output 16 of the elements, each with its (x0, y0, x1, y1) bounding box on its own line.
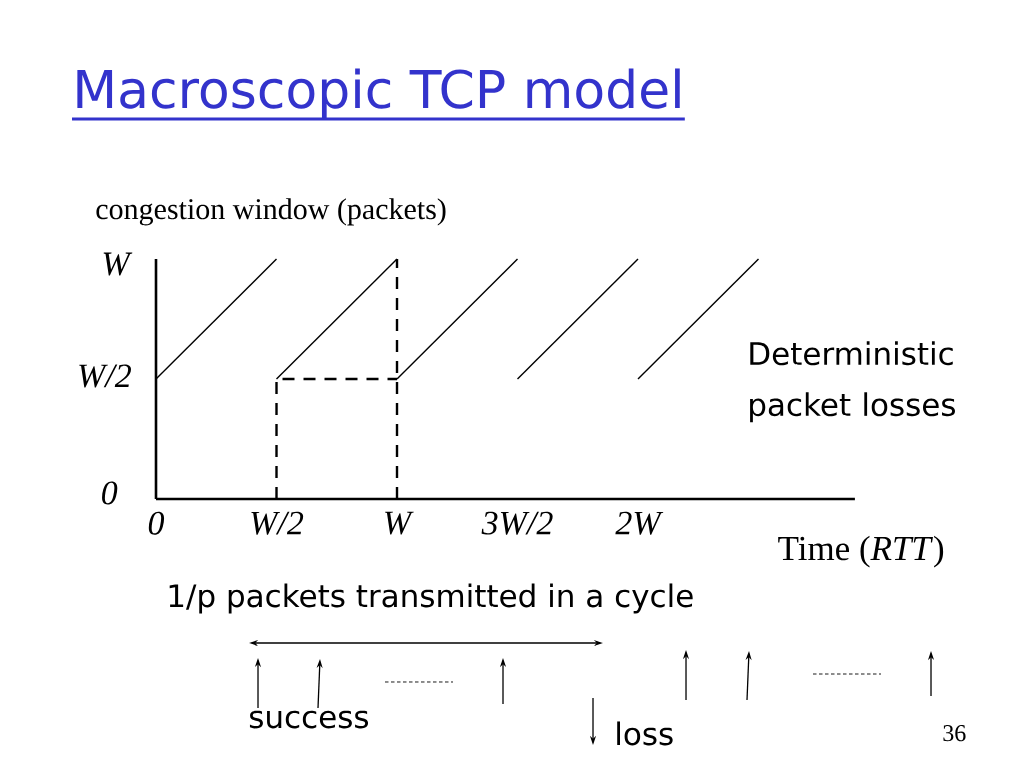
x-tick-label: W (385, 511, 414, 535)
text: 0 (102, 481, 118, 505)
x-tick-label: 2W (615, 511, 664, 535)
y-axis-title: congestion window (packets) (96, 198, 446, 226)
x-tick-label: 0 (148, 511, 165, 535)
chart-title: Macroscopic TCP model (77, 68, 680, 119)
text: loss (617, 721, 673, 746)
annotation: Deterministic packet losses (750, 341, 955, 423)
text: success (249, 710, 369, 729)
x-tick-label: 3W/2 (481, 511, 553, 535)
text: W/2 (79, 364, 131, 388)
text: W (103, 252, 133, 276)
text: 1/p packets transmitted in a cycle (169, 583, 693, 614)
text: 36 (943, 725, 966, 742)
x-axis-title: Time (RTT) (778, 535, 944, 568)
x-tick-label: W/2 (251, 511, 304, 535)
